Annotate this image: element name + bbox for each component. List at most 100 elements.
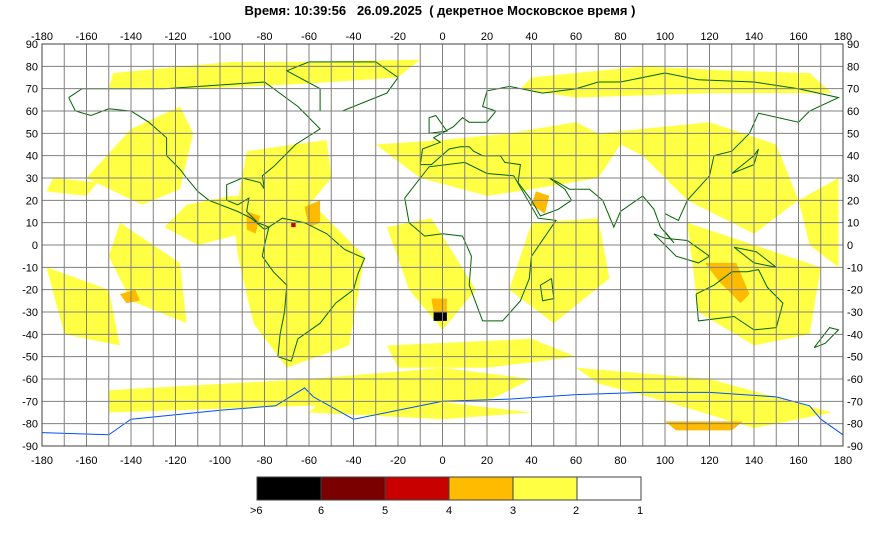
zone-level-3-4 (665, 421, 743, 431)
lon-tick-label-top: -80 (257, 31, 273, 43)
zone-level-4-5 (291, 222, 296, 228)
lon-tick-label-top: -40 (346, 31, 362, 43)
zone-level-2-3 (386, 218, 476, 330)
lat-tick-label-right: 20 (847, 195, 859, 207)
zone-level-2-3 (520, 66, 832, 98)
lat-tick-label-right: 90 (847, 39, 859, 51)
lat-tick-label-left: 80 (26, 61, 38, 73)
lon-tick-label-top: 140 (745, 31, 763, 43)
lon-tick-label-bottom: 140 (745, 455, 763, 467)
lon-tick-label-bottom: 40 (525, 455, 537, 467)
zone-level-2-3 (576, 367, 832, 429)
lat-tick-label-left: 90 (26, 39, 38, 51)
lon-tick-label-top: -100 (209, 31, 231, 43)
map-title: Время: 10:39:56 26.09.2025 ( декретное М… (244, 3, 636, 18)
lat-tick-label-right: -30 (847, 307, 863, 319)
lon-tick-label-top: 60 (570, 31, 582, 43)
lat-tick-label-left: 30 (26, 173, 38, 185)
lon-tick-label-top: 180 (834, 31, 852, 43)
lat-tick-label-right: -80 (847, 419, 863, 431)
lat-tick-label-left: 10 (26, 218, 38, 230)
lon-tick-label-top: 20 (481, 31, 493, 43)
legend-swatch (256, 476, 322, 501)
color-legend (256, 476, 642, 501)
lon-tick-label-top: -140 (120, 31, 142, 43)
lon-tick-label-bottom: -40 (346, 455, 362, 467)
lon-tick-label-bottom: -120 (164, 455, 186, 467)
lon-tick-label-bottom: -80 (257, 455, 273, 467)
lon-tick-label-bottom: -20 (390, 455, 406, 467)
lat-tick-label-left: 40 (26, 151, 38, 163)
coastline (695, 269, 784, 331)
lon-tick-label-bottom: -180 (31, 455, 53, 467)
zone-level-3-4 (119, 289, 140, 304)
lat-tick-label-right: 40 (847, 151, 859, 163)
lat-tick-label-right: 50 (847, 128, 859, 140)
lon-tick-label-bottom: 160 (789, 455, 807, 467)
lon-tick-label-bottom: 100 (656, 455, 674, 467)
lat-tick-label-left: -80 (22, 419, 38, 431)
lat-tick-label-right: -20 (847, 285, 863, 297)
legend-label-1: 1 (637, 505, 644, 517)
map-frame (41, 43, 844, 447)
legend-label-4: 4 (446, 505, 453, 517)
zone-level-3-4 (531, 191, 550, 214)
lat-tick-label-right: 0 (847, 240, 853, 252)
lat-tick-label-right: 10 (847, 218, 859, 230)
zone-level-gt6 (433, 312, 447, 321)
lon-tick-label-bottom: 120 (700, 455, 718, 467)
lat-tick-label-left: -10 (22, 262, 38, 274)
zone-level-3-4 (705, 262, 750, 304)
lat-tick-label-left: 0 (32, 240, 38, 252)
legend-swatch (320, 476, 386, 501)
lat-tick-label-left: -20 (22, 285, 38, 297)
lat-tick-label-right: -40 (847, 329, 863, 341)
lon-tick-label-bottom: 80 (614, 455, 626, 467)
lon-tick-label-top: 120 (700, 31, 718, 43)
coastline (419, 72, 841, 244)
zone-level-3-4 (304, 200, 321, 228)
lon-tick-label-top: 40 (525, 31, 537, 43)
map-grid (41, 43, 844, 447)
lat-tick-label-left: -50 (22, 352, 38, 364)
lon-tick-label-top: 160 (789, 31, 807, 43)
legend-label-5: 5 (382, 505, 389, 517)
lon-tick-label-bottom: -60 (301, 455, 317, 467)
axis-ticks: -180-180-160-160-140-140-120-120-100-100… (22, 31, 863, 467)
lon-tick-label-bottom: -160 (75, 455, 97, 467)
lon-tick-label-bottom: 180 (834, 455, 852, 467)
lat-tick-label-left: 50 (26, 128, 38, 140)
lat-tick-label-left: -90 (22, 441, 38, 453)
zone-level-3-4 (431, 298, 447, 312)
coastline (539, 278, 555, 302)
lon-tick-label-top: -60 (301, 31, 317, 43)
lat-tick-label-right: -10 (847, 262, 863, 274)
lon-tick-label-top: -180 (31, 31, 53, 43)
lat-tick-label-left: -40 (22, 329, 38, 341)
legend-swatch (512, 476, 578, 501)
lon-tick-label-bottom: -100 (209, 455, 231, 467)
lon-tick-label-top: 0 (439, 31, 445, 43)
zone-level-2-3 (164, 195, 243, 245)
zone-level-2-3 (46, 267, 120, 346)
lon-tick-label-top: -20 (390, 31, 406, 43)
zone-level-2-3 (108, 222, 187, 324)
lon-tick-label-bottom: 0 (439, 455, 445, 467)
lon-tick-label-bottom: 60 (570, 455, 582, 467)
lat-tick-label-right: -50 (847, 352, 863, 364)
coastline (68, 81, 321, 230)
lat-tick-label-left: 20 (26, 195, 38, 207)
legend-label-gt6: >6 (250, 505, 263, 517)
lat-tick-label-right: -60 (847, 374, 863, 386)
zone-level-2-3 (509, 218, 610, 324)
legend-swatch (384, 476, 450, 501)
lon-tick-label-top: 80 (614, 31, 626, 43)
legend-swatch (576, 476, 642, 501)
coastline (428, 114, 448, 134)
lon-tick-label-top: 100 (656, 31, 674, 43)
legend-label-6: 6 (318, 505, 325, 517)
lat-tick-label-left: -30 (22, 307, 38, 319)
coastline (813, 327, 840, 349)
lon-tick-label-bottom: -140 (120, 455, 142, 467)
